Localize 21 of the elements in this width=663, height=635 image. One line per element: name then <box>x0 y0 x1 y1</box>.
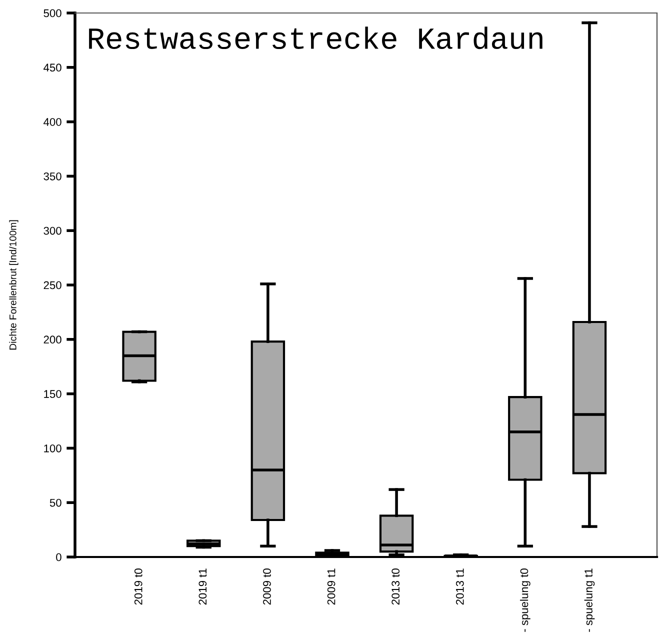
x-tick-label: 2013 t0 <box>392 568 400 605</box>
x-tick-label: 2013 t1 <box>456 568 464 605</box>
y-tick-label: 350 <box>44 172 62 180</box>
x-tick-label: 2019 t1 <box>198 568 207 605</box>
y-tick-label: 50 <box>50 498 62 507</box>
x-tick-label: 2009 t0 <box>263 568 271 605</box>
y-tick-label: 400 <box>44 118 62 126</box>
x-tick-label: 2019 t0 <box>134 568 142 605</box>
y-tick-label: 500 <box>44 9 62 18</box>
x-tick-label: - spuelung t0 <box>520 568 530 632</box>
y-tick-label: 300 <box>44 226 62 235</box>
y-axis-title: Dichte Forellenbrut [Ind/100m] <box>9 220 18 350</box>
y-tick-label: 150 <box>44 390 62 398</box>
y-tick-label: 250 <box>44 281 62 290</box>
y-tick-label: 100 <box>44 444 62 452</box>
y-tick-label: 200 <box>44 336 62 344</box>
y-tick-label: 450 <box>44 64 62 72</box>
y-tick-label: 0 <box>56 553 62 562</box>
x-tick-label: - spuelung t1 <box>584 568 595 632</box>
x-tick-label: 2009 t1 <box>327 568 336 605</box>
chart-title: Restwasserstrecke Kardaun <box>89 26 542 50</box>
